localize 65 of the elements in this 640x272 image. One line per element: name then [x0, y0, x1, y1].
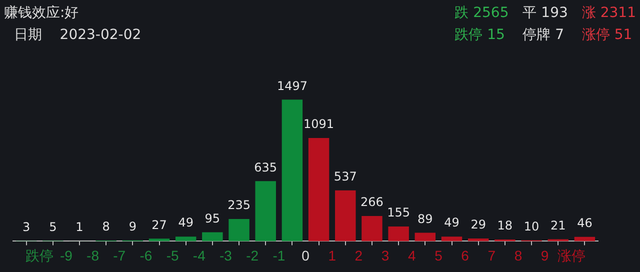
bar	[362, 216, 382, 242]
data-label: 9	[128, 219, 136, 234]
data-label: 1	[76, 220, 84, 234]
data-label: 46	[577, 216, 592, 230]
data-label: 3	[22, 220, 30, 234]
data-label: 27	[152, 218, 167, 232]
text: 涨 2311	[582, 4, 636, 22]
data-label: 1497	[276, 78, 308, 93]
chart-title: 赚钱效应:好	[4, 4, 79, 22]
data-label: 29	[470, 218, 486, 232]
bar	[202, 232, 223, 242]
x-tick-label: -8	[86, 247, 100, 264]
x-tick-label: 6	[461, 247, 470, 264]
x-tick-label: 7	[488, 247, 496, 264]
data-label: 49	[178, 216, 194, 230]
x-tick-label: -6	[140, 247, 152, 264]
bar	[175, 236, 196, 242]
x-tick-label: 3	[381, 247, 390, 264]
data-label: 235	[228, 198, 250, 212]
x-tick-label: -1	[272, 247, 286, 264]
x-tick-label: 2	[354, 247, 363, 264]
bar	[414, 232, 436, 242]
x-tick-label: 0	[302, 247, 310, 264]
bar	[441, 236, 462, 242]
data-label: 18	[497, 218, 513, 233]
data-label: 21	[550, 218, 566, 232]
bar	[388, 226, 409, 242]
x-tick-label: 5	[434, 247, 443, 264]
data-label: 49	[444, 216, 460, 230]
text: 停牌 7	[522, 26, 566, 44]
x-tick-label: -2	[246, 247, 259, 264]
bar	[282, 100, 303, 242]
x-tick-label: -4	[192, 247, 206, 264]
data-label: 635	[254, 160, 278, 174]
text: 跌停 15	[454, 26, 506, 44]
data-label: 95	[204, 211, 220, 226]
x-tick-label: 涨停	[557, 247, 586, 264]
data-label: 1091	[304, 117, 334, 132]
bar	[574, 236, 596, 242]
data-label: 89	[418, 212, 433, 226]
x-tick-label: 9	[540, 247, 549, 264]
x-tick-label: -3	[220, 247, 232, 264]
data-label: 10	[524, 219, 540, 234]
data-label: 266	[360, 195, 384, 210]
bar	[255, 181, 276, 242]
bar	[148, 238, 170, 242]
x-tick-label: -7	[113, 247, 126, 264]
x-tick-label: 跌停	[26, 247, 54, 264]
x-tick-label: 8	[514, 247, 522, 264]
bar	[335, 190, 356, 242]
x-tick-label: -9	[60, 247, 73, 264]
x-tick-label: 4	[408, 247, 416, 264]
text: 平 193	[522, 4, 568, 22]
x-tick-label: -5	[166, 247, 179, 264]
bar	[228, 218, 250, 242]
text: 涨停 51	[582, 26, 634, 44]
chart-subtitle: 日期 2023-02-02	[14, 26, 142, 44]
bar	[308, 138, 330, 242]
data-label: 8	[102, 220, 110, 234]
data-label: 155	[387, 206, 410, 220]
bar	[468, 238, 489, 242]
text: 跌 2565	[454, 4, 509, 22]
data-label: 537	[334, 170, 357, 184]
x-tick-label: 1	[328, 247, 336, 264]
data-label: 5	[49, 220, 57, 234]
